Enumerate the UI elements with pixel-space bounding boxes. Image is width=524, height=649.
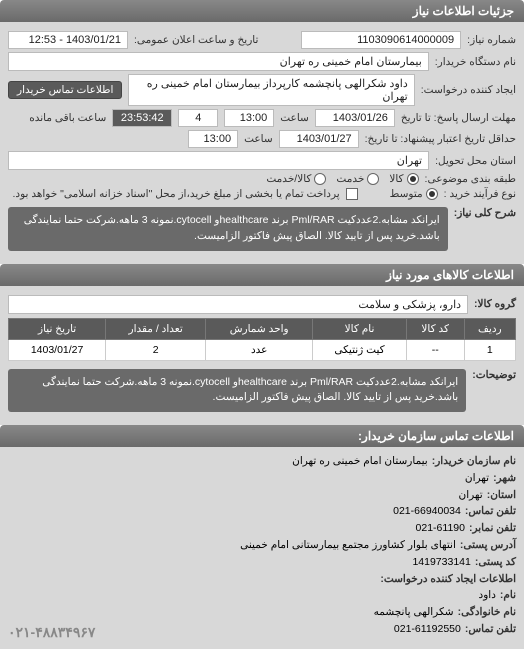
value-location: تهران	[8, 151, 429, 170]
k-org: نام سازمان خریدار:	[432, 453, 516, 470]
k-fax: تلفن نمابر:	[469, 520, 516, 537]
v-fname: داود	[479, 587, 496, 604]
label-deadline: مهلت ارسال پاسخ: تا تاریخ	[401, 112, 516, 124]
v-lname: شکرالهی پانچشمه	[374, 604, 454, 621]
v-org: بیمارستان امام خمینی ره تهران	[292, 453, 428, 470]
value-buyer-name: بیمارستان امام خمینی ره تهران	[8, 52, 429, 71]
v-addr: انتهای بلوار کشاورز مجتمع بیمارستانی اما…	[240, 537, 456, 554]
radio-service-label: خدمت	[336, 173, 364, 185]
value-requester: داود شکرالهی پانچشمه کارپرداز بیمارستان …	[128, 74, 414, 106]
value-deadline-time: 13:00	[224, 109, 274, 127]
value-request-no: 1103090614000009	[301, 31, 461, 49]
value-goods-group: دارو، پزشکی و سلامت	[8, 295, 468, 314]
td-row: 1	[464, 339, 515, 360]
label-time-1: ساعت	[280, 112, 309, 124]
v-rphone: 021-61192550	[394, 621, 461, 643]
value-row-desc: ایرانکد مشابه.2عددکیت Pml/RAR برند healt…	[8, 369, 466, 413]
table-row[interactable]: 1 -- کیت ژنتیکی عدد 2 1403/01/27	[9, 339, 516, 360]
radio-mid-circle	[426, 188, 438, 200]
label-time-2: ساعت	[244, 133, 273, 145]
item-type-radio-group: کالا خدمت کالا/خدمت	[266, 173, 418, 185]
section-header-contact: اطلاعات تماس سازمان خریدار:	[0, 425, 524, 447]
goods-table: ردیف کد کالا نام کالا واحد شمارش تعداد /…	[8, 318, 516, 361]
td-name: کیت ژنتیکی	[313, 339, 407, 360]
k-pcode: کد پستی:	[475, 554, 516, 571]
label-location: استان محل تحویل:	[435, 155, 516, 167]
radio-service-circle	[367, 173, 379, 185]
radio-service[interactable]: خدمت	[336, 173, 379, 185]
label-validity: حداقل تاریخ اعتبار پیشنهاد: تا تاریخ:	[365, 133, 516, 145]
section-body-contact: نام سازمان خریدار:بیمارستان امام خمینی ر…	[0, 447, 524, 649]
radio-goods-service-label: کالا/خدمت	[266, 173, 311, 185]
footer-phone: ۰۲۱-۴۸۸۳۴۹۶۷	[8, 621, 95, 643]
value-validity-time: 13:00	[188, 130, 238, 148]
th-code: کد کالا	[406, 318, 464, 339]
value-deadline-date: 1403/01/26	[315, 109, 395, 127]
v-city: تهران	[465, 470, 489, 487]
label-announce-date: تاریخ و ساعت اعلان عمومی:	[134, 34, 258, 46]
v-prov: تهران	[459, 487, 483, 504]
th-row: ردیف	[464, 318, 515, 339]
k-prov: استان:	[487, 487, 516, 504]
section-header-info: جزئیات اطلاعات نیاز	[0, 0, 524, 22]
td-code: --	[406, 339, 464, 360]
th-name: نام کالا	[313, 318, 407, 339]
buyer-contact-button[interactable]: اطلاعات تماس خریدار	[8, 81, 122, 99]
label-goods-group: گروه کالا:	[474, 298, 516, 310]
radio-goods[interactable]: کالا	[389, 173, 418, 185]
value-main-desc: ایرانکد مشابه.2عددکیت Pml/RAR برند healt…	[8, 207, 448, 251]
label-row-desc: توضیحات:	[472, 369, 516, 381]
td-date: 1403/01/27	[9, 339, 106, 360]
radio-mid-label: متوسط	[390, 188, 423, 200]
k-city: شهر:	[493, 470, 516, 487]
label-buy-type: نوع فرآیند خرید :	[444, 188, 516, 200]
th-qty: تعداد / مقدار	[106, 318, 206, 339]
k-fname: نام:	[500, 587, 516, 604]
radio-goods-label: کالا	[389, 173, 403, 185]
td-qty: 2	[106, 339, 206, 360]
radio-goods-service[interactable]: کالا/خدمت	[266, 173, 326, 185]
label-remaining: ساعت باقی مانده	[29, 112, 106, 124]
th-unit: واحد شمارش	[206, 318, 313, 339]
value-announce-date: 1403/01/21 - 12:53	[8, 31, 128, 49]
v-pcode: 1419733141	[412, 554, 470, 571]
radio-mid[interactable]: متوسط	[390, 188, 438, 200]
value-validity-date: 1403/01/27	[279, 130, 359, 148]
v-phone: 021-66940034	[393, 503, 461, 520]
value-deadline-remain: 23:53:42	[112, 109, 172, 127]
k-lname: نام خانوادگی:	[458, 604, 516, 621]
k-addr: آدرس پستی:	[460, 537, 516, 554]
label-item-type: طبقه بندی موضوعی:	[425, 173, 516, 185]
value-deadline-days: 4	[178, 109, 218, 127]
label-request-no: شماره نیاز:	[467, 34, 516, 46]
v-fax: 021-61190	[416, 520, 465, 537]
section-body-info: شماره نیاز: 1103090614000009 تاریخ و ساع…	[0, 22, 524, 264]
radio-goods-service-circle	[314, 173, 326, 185]
th-date: تاریخ نیاز	[9, 318, 106, 339]
label-requester: ایجاد کننده درخواست:	[421, 84, 516, 96]
section-body-goods: گروه کالا: دارو، پزشکی و سلامت ردیف کد ک…	[0, 286, 524, 426]
radio-goods-circle	[407, 173, 419, 185]
label-main-desc: شرح کلی نیاز:	[454, 207, 516, 219]
label-partial-pay: پرداخت تمام یا بخشی از مبلغ خرید،از محل …	[12, 188, 339, 200]
td-unit: عدد	[206, 339, 313, 360]
table-header-row: ردیف کد کالا نام کالا واحد شمارش تعداد /…	[9, 318, 516, 339]
k-rphone: تلفن تماس:	[465, 621, 516, 643]
k-phone: تلفن تماس:	[465, 503, 516, 520]
section-header-goods: اطلاعات کالاهای مورد نیاز	[0, 264, 524, 286]
checkbox-partial-pay[interactable]	[346, 188, 358, 200]
k-req-header: اطلاعات ایجاد کننده درخواست:	[380, 571, 516, 588]
label-buyer-name: نام دستگاه خریدار:	[435, 56, 516, 68]
